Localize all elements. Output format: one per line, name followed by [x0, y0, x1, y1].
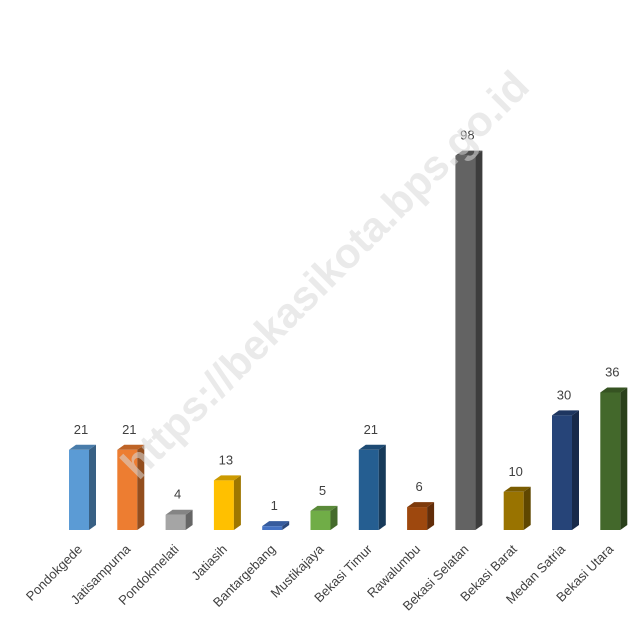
bar-top-pondokgede [69, 444, 96, 450]
bar-side-bekasi-utara [620, 387, 628, 530]
bar-side-bekasi-timur [378, 444, 386, 530]
bar-side-pondokgede [89, 444, 96, 530]
bar-top-bekasi-selatan [455, 150, 483, 156]
value-label-pondokmelati: 4 [174, 487, 181, 502]
bar-front-bekasi-barat [503, 491, 524, 530]
bar-side-bekasi-selatan [475, 150, 483, 530]
bar-bekasi-timur [358, 444, 386, 530]
bar-pondokgede [69, 444, 96, 530]
bar-side-bantargebang [282, 521, 290, 530]
bar-top-bekasi-utara [600, 387, 628, 393]
bar-top-rawalumbu [407, 502, 435, 508]
bar-side-rawalumbu [427, 502, 435, 530]
bar-front-bekasi-utara [600, 392, 621, 530]
bar-top-bekasi-timur [358, 444, 386, 450]
bar-jatiasih [213, 475, 241, 530]
value-label-bekasi-selatan: 98 [460, 128, 474, 143]
bar-front-jatiasih [213, 480, 234, 530]
bar-mustikajaya [310, 505, 338, 530]
bar-jatisampurna [117, 444, 145, 530]
bar-front-bekasi-timur [358, 449, 379, 530]
bar-front-jatisampurna [117, 449, 138, 530]
bar-side-pondokmelati [185, 509, 193, 530]
bar-front-pondokmelati [165, 514, 186, 530]
value-label-bantargebang: 1 [271, 498, 278, 513]
bar-front-mustikajaya [310, 510, 331, 530]
value-labels-group: 21 21 4 13 1 5 21 6 98 10 30 36 [74, 128, 620, 514]
bar-top-jatiasih [213, 475, 241, 481]
value-label-jatiasih: 13 [219, 452, 233, 467]
bars-group [69, 150, 628, 530]
bar-front-rawalumbu [407, 507, 428, 530]
bar-medan-satria [552, 410, 579, 530]
bar-rawalumbu [407, 502, 435, 530]
value-label-medan-satria: 30 [557, 387, 571, 402]
bar-pondokmelati [165, 509, 193, 530]
bar-bekasi-utara [600, 387, 628, 530]
value-label-pondokgede: 21 [74, 422, 88, 437]
value-label-rawalumbu: 6 [415, 479, 422, 494]
bar-front-bekasi-selatan [455, 155, 476, 530]
bar-front-pondokgede [69, 449, 89, 530]
bar-top-mustikajaya [310, 505, 338, 511]
bar-bantargebang [262, 521, 290, 530]
bar-bekasi-selatan [455, 150, 483, 530]
bar-top-pondokmelati [165, 509, 193, 515]
category-label-jatiasih: Jatiasih [188, 542, 230, 584]
value-label-bekasi-utara: 36 [605, 364, 619, 379]
value-label-jatisampurna: 21 [122, 422, 136, 437]
bar-side-jatisampurna [137, 444, 145, 530]
bar-top-medan-satria [552, 410, 579, 416]
value-label-bekasi-timur: 21 [364, 422, 378, 437]
bar-front-bantargebang [262, 526, 283, 530]
bar-side-bekasi-barat [523, 486, 531, 530]
bar-top-bekasi-barat [503, 486, 531, 492]
value-label-bekasi-barat: 10 [508, 464, 522, 479]
value-label-mustikajaya: 5 [319, 483, 326, 498]
bar-top-jatisampurna [117, 444, 145, 450]
bar-side-medan-satria [572, 410, 579, 530]
bar-bekasi-barat [503, 486, 531, 530]
bar-top-bantargebang [262, 521, 290, 527]
bar-front-medan-satria [552, 415, 572, 530]
bar-side-mustikajaya [330, 505, 338, 530]
bar-side-jatiasih [233, 475, 241, 530]
